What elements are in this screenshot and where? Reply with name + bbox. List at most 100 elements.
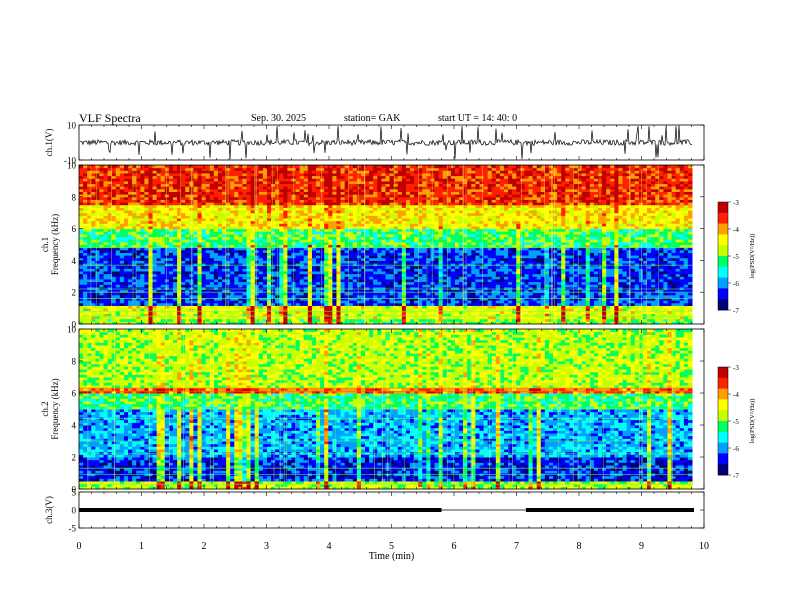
ch1-spectrogram-cell <box>303 165 309 169</box>
ch1-spectrogram-cell <box>254 252 260 256</box>
ch1-spectrogram-cell <box>123 212 129 216</box>
ch1-spectrogram-cell <box>266 265 272 269</box>
ch1-spectrogram-cell <box>266 170 272 174</box>
ch1-spectrogram-cell <box>254 260 260 264</box>
ch1-spectrogram-cell <box>299 286 305 291</box>
ch1-spectrogram-cell <box>103 281 109 285</box>
ch1-spectrogram-cell <box>258 225 264 230</box>
ch1-spectrogram-cell <box>360 255 366 259</box>
ch1-spectrogram-cell <box>258 170 264 174</box>
ch1-spectrogram-cell <box>238 305 243 309</box>
ch1-spectrogram-cell <box>332 263 337 267</box>
ch1-spectrogram-cell <box>95 175 100 179</box>
ch1-spectrogram-cell <box>266 178 272 182</box>
ch1-spectrogram-cell <box>213 207 219 211</box>
ch1-spectrogram-cell <box>271 188 276 192</box>
ch1-spectrogram-cell <box>287 207 293 211</box>
ch1-spectrogram-cell <box>405 207 411 211</box>
ch1-spectrogram-cell <box>344 247 350 251</box>
ch1-spectrogram-cell <box>340 276 346 280</box>
ch1-spectrogram-cell <box>222 268 227 272</box>
ch1-spectrogram-cell <box>328 215 333 219</box>
ch1-spectrogram-cell <box>136 321 141 325</box>
ch1-spectrogram-cell <box>99 278 105 283</box>
ch1-spectrogram-cell <box>369 292 374 296</box>
ch1-spectrogram-cell <box>401 186 407 190</box>
ch1-spectrogram-cell <box>107 252 113 256</box>
ch1-spectrogram-cell <box>193 220 199 224</box>
ch1-spectrogram-cell <box>209 199 215 203</box>
ch1-spectrogram-cell <box>328 292 333 296</box>
ch1-spectrogram-cell <box>397 178 403 182</box>
ch1-spectrogram-cell <box>360 191 366 195</box>
ch1-spectrogram-cell <box>377 292 382 296</box>
ch1-spectrogram-cell <box>287 212 293 216</box>
ch1-spectrogram-cell <box>397 249 403 253</box>
ch1-spectrogram-cell <box>172 165 178 169</box>
ch1-spectrogram-cell <box>311 225 317 230</box>
ch1-spectrogram-cell <box>111 271 117 275</box>
ch1-spectrogram-cell <box>83 247 88 251</box>
ch1-spectrogram-cell <box>91 300 96 304</box>
ch1-spectrogram-cell <box>177 212 182 216</box>
ch1-spectrogram-cell <box>119 276 125 280</box>
ch1-spectrogram-cell <box>136 194 141 198</box>
ch1-spectrogram-cell <box>246 218 252 222</box>
ch1-spectrogram-cell <box>193 297 199 301</box>
ch1-spectrogram-cell <box>197 233 203 238</box>
ch1-spectrogram-cell <box>316 263 321 267</box>
ch1-spectrogram-cell <box>140 204 145 208</box>
ch1-spectrogram-cell <box>217 218 223 222</box>
ch1-spectrogram-cell <box>181 247 186 251</box>
ch1-spectrogram-cell <box>103 255 109 259</box>
ch1-spectrogram-cell <box>332 318 337 322</box>
ch1-spectrogram-cell <box>83 302 88 306</box>
ch1-spectrogram-cell <box>279 170 284 174</box>
ch1-spectrogram-cell <box>181 289 186 293</box>
ch1-spectrogram-cell <box>209 165 215 169</box>
ch1-spectrogram-cell <box>95 318 100 322</box>
ch1-spectrogram-cell <box>405 225 411 230</box>
ch1-spectrogram-cell <box>332 231 337 235</box>
ch1-spectrogram-cell <box>250 289 256 293</box>
ch1-spectrogram-cell <box>316 281 321 285</box>
ch1-spectrogram-cell <box>311 215 317 219</box>
ch1-spectrogram-cell <box>132 284 137 288</box>
ch1-spectrogram-cell <box>230 178 235 182</box>
ch1-spectrogram-cell <box>258 236 264 240</box>
ch1-spectrogram-cell <box>397 271 403 275</box>
ch1-spectrogram-cell <box>295 165 301 169</box>
ch1-spectrogram-cell <box>222 202 227 206</box>
ch1-spectrogram-cell <box>148 281 154 285</box>
ch1-spectrogram-cell <box>172 239 178 243</box>
ch1-spectrogram-cell <box>160 212 166 216</box>
ch1-spectrogram-cell <box>271 257 276 261</box>
ch1-spectrogram-cell <box>119 268 125 272</box>
ch1-spectrogram-cell <box>111 313 117 317</box>
ch1-spectrogram-cell <box>115 233 121 238</box>
ch1-spectrogram-cell <box>156 302 162 306</box>
ch1-spectrogram-cell <box>103 297 109 301</box>
ch1-spectrogram-cell <box>401 231 407 235</box>
ch1-spectrogram-cell <box>79 286 84 291</box>
ch1-spectrogram-cell <box>340 271 346 275</box>
ch1-spectrogram-cell <box>377 165 382 169</box>
ch1-spectrogram-cell <box>230 308 235 312</box>
ch1-spectrogram-cell <box>185 310 190 314</box>
ch1-spectrogram-cell <box>87 239 92 243</box>
ch1-spectrogram-cell <box>95 228 100 232</box>
ch1-spectrogram-cell <box>83 218 88 222</box>
ch1-spectrogram-cell <box>172 218 178 222</box>
ch1-spectrogram-cell <box>336 313 342 317</box>
ch1-spectrogram-cell <box>140 318 145 322</box>
ch1-spectrogram-cell <box>287 289 293 293</box>
ch1-spectrogram-cell <box>185 284 190 288</box>
ch1-spectrogram-cell <box>230 252 235 256</box>
ch1-spectrogram-cell <box>95 220 100 224</box>
ch1-spectrogram-cell <box>336 294 342 298</box>
ch1-spectrogram-cell <box>316 286 321 291</box>
ch1-spectrogram-cell <box>95 265 100 269</box>
ch1-spectrogram-cell <box>344 170 350 174</box>
ch1-spectrogram-cell <box>168 302 174 306</box>
ch1-spectrogram-cell <box>332 175 337 179</box>
